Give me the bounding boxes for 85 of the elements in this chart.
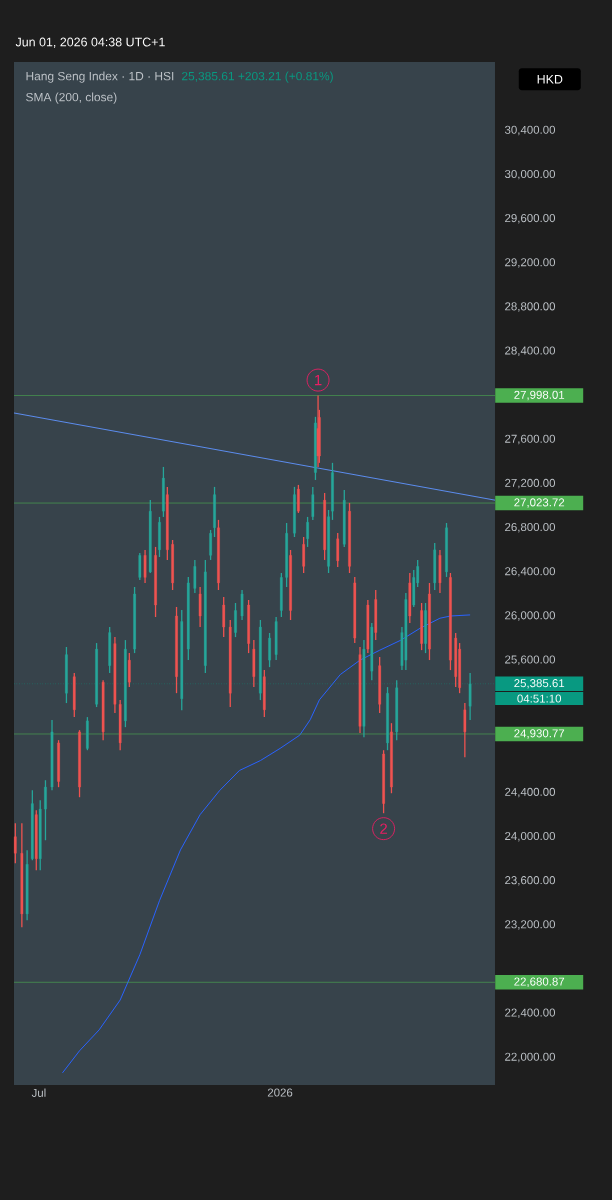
candlestick [124,639,127,728]
y-tick-label: 26,000.00 [505,611,556,621]
candlestick [463,702,467,758]
candlestick [158,516,161,558]
candlestick [57,739,60,788]
annotation: 1 [315,374,322,386]
ref-line-label: 25,385.61 [514,679,565,689]
candlestick [138,552,142,581]
candlestick [390,722,393,794]
y-tick-label: 27,200.00 [505,478,556,489]
y-tick-label: 25,600.00 [505,655,556,665]
candlestick [314,416,317,481]
candlestick [386,686,389,751]
candlestick [193,559,197,594]
candlestick [348,502,351,574]
x-tick-label: 2026 [267,1088,293,1097]
candlestick [95,642,98,708]
y-tick-label: 27,600.00 [505,434,556,445]
candlestick [424,602,427,654]
candlestick [154,546,157,618]
candlestick [13,822,17,864]
text: SMA (200, close) [26,92,117,104]
candlestick [382,749,385,814]
candlestick [171,539,174,591]
candlestick [445,522,448,578]
candlestick [302,536,305,574]
text: 04:51:10 [517,694,562,703]
candlestick [209,529,212,561]
candlestick [213,486,216,538]
y-tick-label: 29,200.00 [505,258,556,268]
candlestick [240,589,244,621]
annotation: 25,385.61 +203.21 (+0.81%) [182,71,333,83]
annotation: 2 [380,823,387,834]
candlestick [217,519,220,591]
candlestick [449,572,452,671]
candlestick [420,602,423,651]
y-tick-label: 29,600.00 [505,214,556,224]
candlestick [289,549,292,621]
candlestick [86,716,89,751]
y-tick-label: 23,200.00 [505,920,556,930]
line-series [61,614,471,1074]
y-tick-label: 26,800.00 [505,523,556,533]
candlestick [143,549,147,584]
candlestick [327,509,330,574]
candlestick [293,486,296,538]
ref-line-label: 24,930.77 [514,729,565,739]
candlestick [65,646,68,704]
y-tick-label: 24,400.00 [505,787,556,798]
ref-line-label: 27,023.72 [514,498,565,508]
candlestick [247,599,250,654]
candlestick [268,632,271,668]
ref-line-label: 22,680.87 [514,977,565,988]
candlestick [234,602,237,638]
candlestick [222,596,226,638]
y-tick-label: 30,400.00 [504,125,556,136]
text: Hang Seng Index · 1D · HSI [26,71,174,83]
candlestick [133,586,136,654]
candlestick [331,462,334,521]
y-tick-label: 22,000.00 [505,1052,556,1063]
candlestick [311,486,315,521]
y-tick-label: 24,000.00 [505,831,556,842]
ref-line-label: 27,998.01 [514,390,565,401]
candlestick [78,729,81,798]
candlestick [259,619,262,701]
candlestick [428,582,431,661]
y-tick-label: 28,400.00 [505,346,556,356]
candlestick [162,466,165,518]
x-tick-label: Jul [31,1088,46,1097]
candlestick [128,652,131,688]
candlestick [44,779,47,841]
y-tick-label: 30,000.00 [504,169,556,180]
candlestick [297,484,300,514]
candlestick [175,606,178,694]
candlestick [336,532,340,568]
y-tick-label: 28,800.00 [505,302,556,312]
candlestick [468,672,472,721]
y-tick-label: 23,600.00 [505,876,556,886]
y-tick-label: 22,400.00 [505,1008,556,1018]
candlestick [285,522,288,588]
y-tick-label: 26,400.00 [505,567,556,577]
candlestick [323,492,326,561]
text: HKD [537,74,563,84]
candlestick [198,586,202,628]
candlestick [306,516,309,548]
text: Jun 01, 2026 04:38 UTC+1 [15,37,165,48]
